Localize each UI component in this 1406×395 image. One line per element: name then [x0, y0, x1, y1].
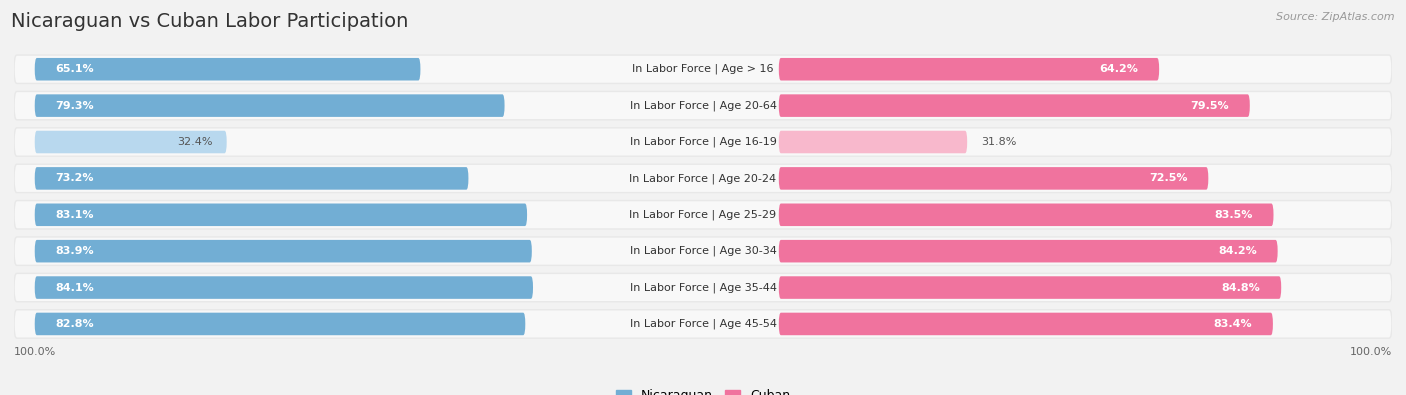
Text: In Labor Force | Age > 16: In Labor Force | Age > 16	[633, 64, 773, 75]
FancyBboxPatch shape	[35, 167, 468, 190]
FancyBboxPatch shape	[779, 203, 1274, 226]
FancyBboxPatch shape	[35, 313, 526, 335]
Text: 100.0%: 100.0%	[14, 346, 56, 357]
FancyBboxPatch shape	[14, 310, 1392, 338]
FancyBboxPatch shape	[779, 240, 1278, 262]
FancyBboxPatch shape	[779, 313, 1272, 335]
Text: 82.8%: 82.8%	[55, 319, 94, 329]
FancyBboxPatch shape	[779, 131, 967, 153]
FancyBboxPatch shape	[779, 276, 1281, 299]
Text: 84.8%: 84.8%	[1222, 282, 1261, 293]
Text: 100.0%: 100.0%	[1350, 346, 1392, 357]
Text: Source: ZipAtlas.com: Source: ZipAtlas.com	[1277, 12, 1395, 22]
FancyBboxPatch shape	[35, 240, 531, 262]
Text: In Labor Force | Age 20-24: In Labor Force | Age 20-24	[630, 173, 776, 184]
Text: In Labor Force | Age 16-19: In Labor Force | Age 16-19	[630, 137, 776, 147]
Text: In Labor Force | Age 30-34: In Labor Force | Age 30-34	[630, 246, 776, 256]
FancyBboxPatch shape	[35, 58, 420, 81]
FancyBboxPatch shape	[14, 164, 1392, 193]
Text: 64.2%: 64.2%	[1099, 64, 1139, 74]
FancyBboxPatch shape	[14, 201, 1392, 229]
Text: 65.1%: 65.1%	[55, 64, 94, 74]
Text: 31.8%: 31.8%	[981, 137, 1017, 147]
FancyBboxPatch shape	[14, 237, 1392, 265]
FancyBboxPatch shape	[35, 276, 533, 299]
Text: In Labor Force | Age 45-54: In Labor Force | Age 45-54	[630, 319, 776, 329]
Text: 83.5%: 83.5%	[1215, 210, 1253, 220]
Text: 84.2%: 84.2%	[1218, 246, 1257, 256]
Text: In Labor Force | Age 20-64: In Labor Force | Age 20-64	[630, 100, 776, 111]
Text: In Labor Force | Age 35-44: In Labor Force | Age 35-44	[630, 282, 776, 293]
Text: 32.4%: 32.4%	[177, 137, 212, 147]
Text: 83.9%: 83.9%	[55, 246, 94, 256]
Legend: Nicaraguan, Cuban: Nicaraguan, Cuban	[610, 384, 796, 395]
Text: 79.5%: 79.5%	[1191, 101, 1229, 111]
FancyBboxPatch shape	[35, 131, 226, 153]
FancyBboxPatch shape	[14, 91, 1392, 120]
Text: 84.1%: 84.1%	[55, 282, 94, 293]
FancyBboxPatch shape	[14, 273, 1392, 302]
Text: 73.2%: 73.2%	[55, 173, 94, 183]
FancyBboxPatch shape	[779, 94, 1250, 117]
FancyBboxPatch shape	[14, 128, 1392, 156]
FancyBboxPatch shape	[14, 55, 1392, 83]
Text: 72.5%: 72.5%	[1149, 173, 1188, 183]
Text: In Labor Force | Age 25-29: In Labor Force | Age 25-29	[630, 209, 776, 220]
FancyBboxPatch shape	[35, 203, 527, 226]
Text: Nicaraguan vs Cuban Labor Participation: Nicaraguan vs Cuban Labor Participation	[11, 12, 409, 31]
FancyBboxPatch shape	[779, 58, 1159, 81]
Text: 79.3%: 79.3%	[55, 101, 94, 111]
Text: 83.4%: 83.4%	[1213, 319, 1253, 329]
FancyBboxPatch shape	[35, 94, 505, 117]
Text: 83.1%: 83.1%	[55, 210, 94, 220]
FancyBboxPatch shape	[779, 167, 1208, 190]
